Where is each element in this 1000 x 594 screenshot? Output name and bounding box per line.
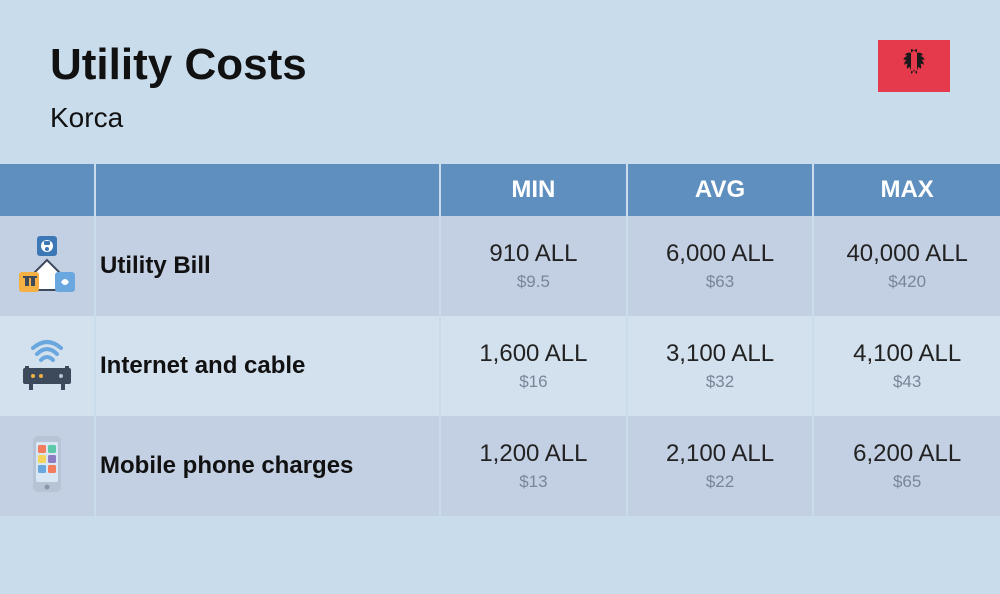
val-sub: $9.5 bbox=[451, 272, 616, 292]
table-row: Mobile phone charges 1,200 ALL $13 2,100… bbox=[0, 416, 1000, 516]
row-label: Mobile phone charges bbox=[95, 416, 440, 516]
cell-avg: 2,100 ALL $22 bbox=[627, 416, 814, 516]
phone-icon bbox=[15, 432, 79, 496]
cell-avg: 6,000 ALL $63 bbox=[627, 216, 814, 316]
col-header-avg: AVG bbox=[627, 164, 814, 216]
table-row: Internet and cable 1,600 ALL $16 3,100 A… bbox=[0, 316, 1000, 416]
val-main: 4,100 ALL bbox=[824, 340, 990, 368]
utility-bill-icon bbox=[15, 232, 79, 296]
val-main: 3,100 ALL bbox=[638, 340, 803, 368]
val-sub: $13 bbox=[451, 472, 616, 492]
cell-min: 1,200 ALL $13 bbox=[440, 416, 627, 516]
val-sub: $16 bbox=[451, 372, 616, 392]
table-head: MIN AVG MAX bbox=[0, 164, 1000, 216]
row-label: Utility Bill bbox=[95, 216, 440, 316]
table-row: Utility Bill 910 ALL $9.5 6,000 ALL $63 … bbox=[0, 216, 1000, 316]
cell-avg: 3,100 ALL $32 bbox=[627, 316, 814, 416]
val-sub: $420 bbox=[824, 272, 990, 292]
val-sub: $22 bbox=[638, 472, 803, 492]
row-icon-cell bbox=[0, 416, 95, 516]
row-icon-cell bbox=[0, 316, 95, 416]
col-header-blank1 bbox=[0, 164, 95, 216]
val-main: 1,200 ALL bbox=[451, 440, 616, 468]
cell-max: 6,200 ALL $65 bbox=[813, 416, 1000, 516]
val-main: 2,100 ALL bbox=[638, 440, 803, 468]
router-icon bbox=[15, 332, 79, 396]
val-main: 910 ALL bbox=[451, 240, 616, 268]
val-sub: $43 bbox=[824, 372, 990, 392]
page-title: Utility Costs bbox=[50, 40, 950, 90]
val-main: 1,600 ALL bbox=[451, 340, 616, 368]
val-sub: $65 bbox=[824, 472, 990, 492]
cell-max: 40,000 ALL $420 bbox=[813, 216, 1000, 316]
col-header-max: MAX bbox=[813, 164, 1000, 216]
col-header-min: MIN bbox=[440, 164, 627, 216]
val-sub: $32 bbox=[638, 372, 803, 392]
val-main: 6,000 ALL bbox=[638, 240, 803, 268]
page-header: Utility Costs Korca bbox=[0, 0, 1000, 164]
eagle-icon bbox=[896, 48, 932, 84]
albania-flag bbox=[878, 40, 950, 92]
cell-max: 4,100 ALL $43 bbox=[813, 316, 1000, 416]
row-label: Internet and cable bbox=[95, 316, 440, 416]
val-main: 6,200 ALL bbox=[824, 440, 990, 468]
cost-table: MIN AVG MAX U bbox=[0, 164, 1000, 516]
page-subtitle: Korca bbox=[50, 102, 950, 134]
row-icon-cell bbox=[0, 216, 95, 316]
cell-min: 910 ALL $9.5 bbox=[440, 216, 627, 316]
col-header-blank2 bbox=[95, 164, 440, 216]
val-sub: $63 bbox=[638, 272, 803, 292]
val-main: 40,000 ALL bbox=[824, 240, 990, 268]
cell-min: 1,600 ALL $16 bbox=[440, 316, 627, 416]
